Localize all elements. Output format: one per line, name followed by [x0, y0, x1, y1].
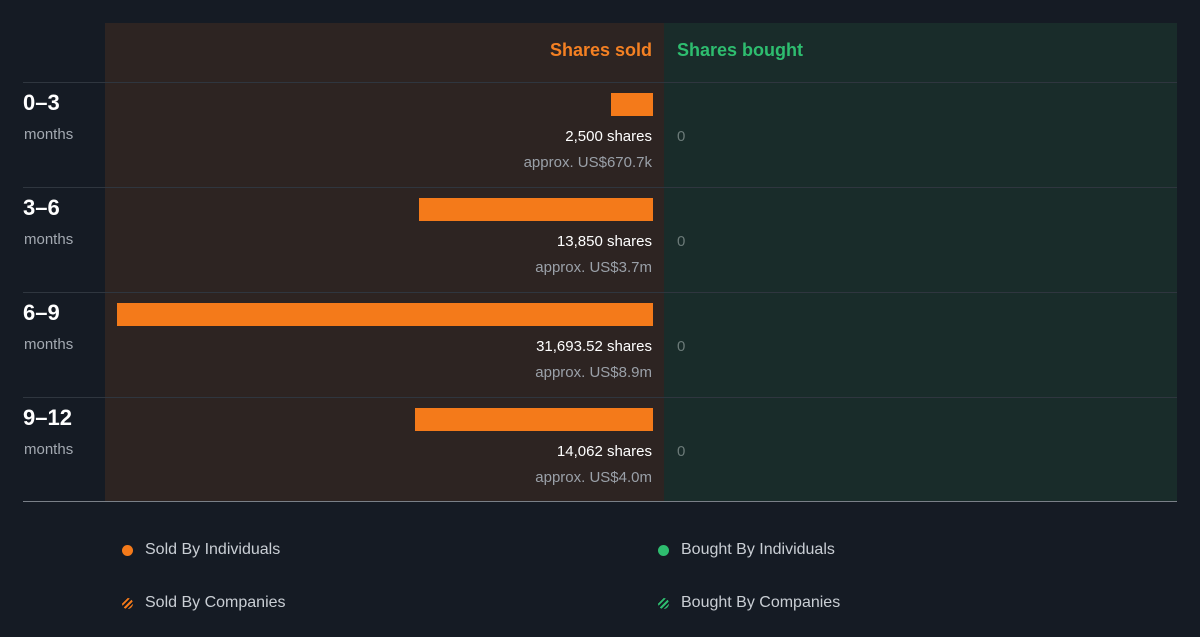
sold-bar	[415, 408, 653, 431]
sold-bar	[419, 198, 653, 221]
chart-baseline	[23, 501, 1177, 502]
sold-value-label: approx. US$4.0m	[535, 469, 652, 486]
legend-label: Sold By Individuals	[145, 541, 281, 558]
legend-item[interactable]: Bought By Individuals	[658, 541, 835, 559]
shares-bought-header: Shares bought	[677, 40, 804, 60]
shares-bought-column	[664, 23, 1177, 501]
period-unit-label: months	[24, 336, 74, 353]
period-label: 0–3	[23, 90, 60, 115]
sold-bar	[611, 93, 653, 116]
row-divider	[23, 82, 1177, 83]
legend-label: Sold By Companies	[145, 594, 286, 611]
sold-shares-label: 31,693.52 shares	[536, 338, 652, 355]
sold-shares-label: 14,062 shares	[556, 443, 652, 460]
bought-shares-label: 0	[677, 338, 686, 355]
period-label: 6–9	[23, 300, 60, 325]
shares-sold-header: Shares sold	[549, 40, 652, 60]
legend-striped-swatch-icon	[122, 597, 133, 609]
sold-shares-label: 13,850 shares	[556, 233, 652, 250]
period-unit-label: months	[24, 126, 74, 143]
bought-shares-label: 0	[677, 128, 686, 145]
legend-label: Bought By Individuals	[681, 541, 835, 558]
legend-label: Bought By Companies	[681, 594, 841, 611]
bought-shares-label: 0	[677, 443, 686, 460]
row-divider	[23, 397, 1177, 398]
period-label: 3–6	[23, 195, 60, 220]
bought-shares-label: 0	[677, 233, 686, 250]
legend-striped-swatch-icon	[658, 597, 669, 609]
sold-shares-label: 2,500 shares	[565, 128, 652, 145]
sold-value-label: approx. US$670.7k	[523, 154, 652, 171]
sold-bar	[117, 303, 653, 326]
sold-value-label: approx. US$8.9m	[535, 364, 652, 381]
legend-dot-icon	[658, 544, 669, 556]
row-divider	[23, 292, 1177, 293]
period-label: 9–12	[23, 405, 72, 430]
legend-item[interactable]: Sold By Companies	[122, 594, 286, 612]
legend-item[interactable]: Sold By Individuals	[122, 541, 280, 559]
legend-item[interactable]: Bought By Companies	[658, 594, 840, 612]
sold-value-label: approx. US$3.7m	[535, 259, 652, 276]
legend-dot-icon	[122, 544, 133, 556]
period-unit-label: months	[24, 231, 74, 248]
period-unit-label: months	[24, 441, 74, 458]
row-divider	[23, 187, 1177, 188]
